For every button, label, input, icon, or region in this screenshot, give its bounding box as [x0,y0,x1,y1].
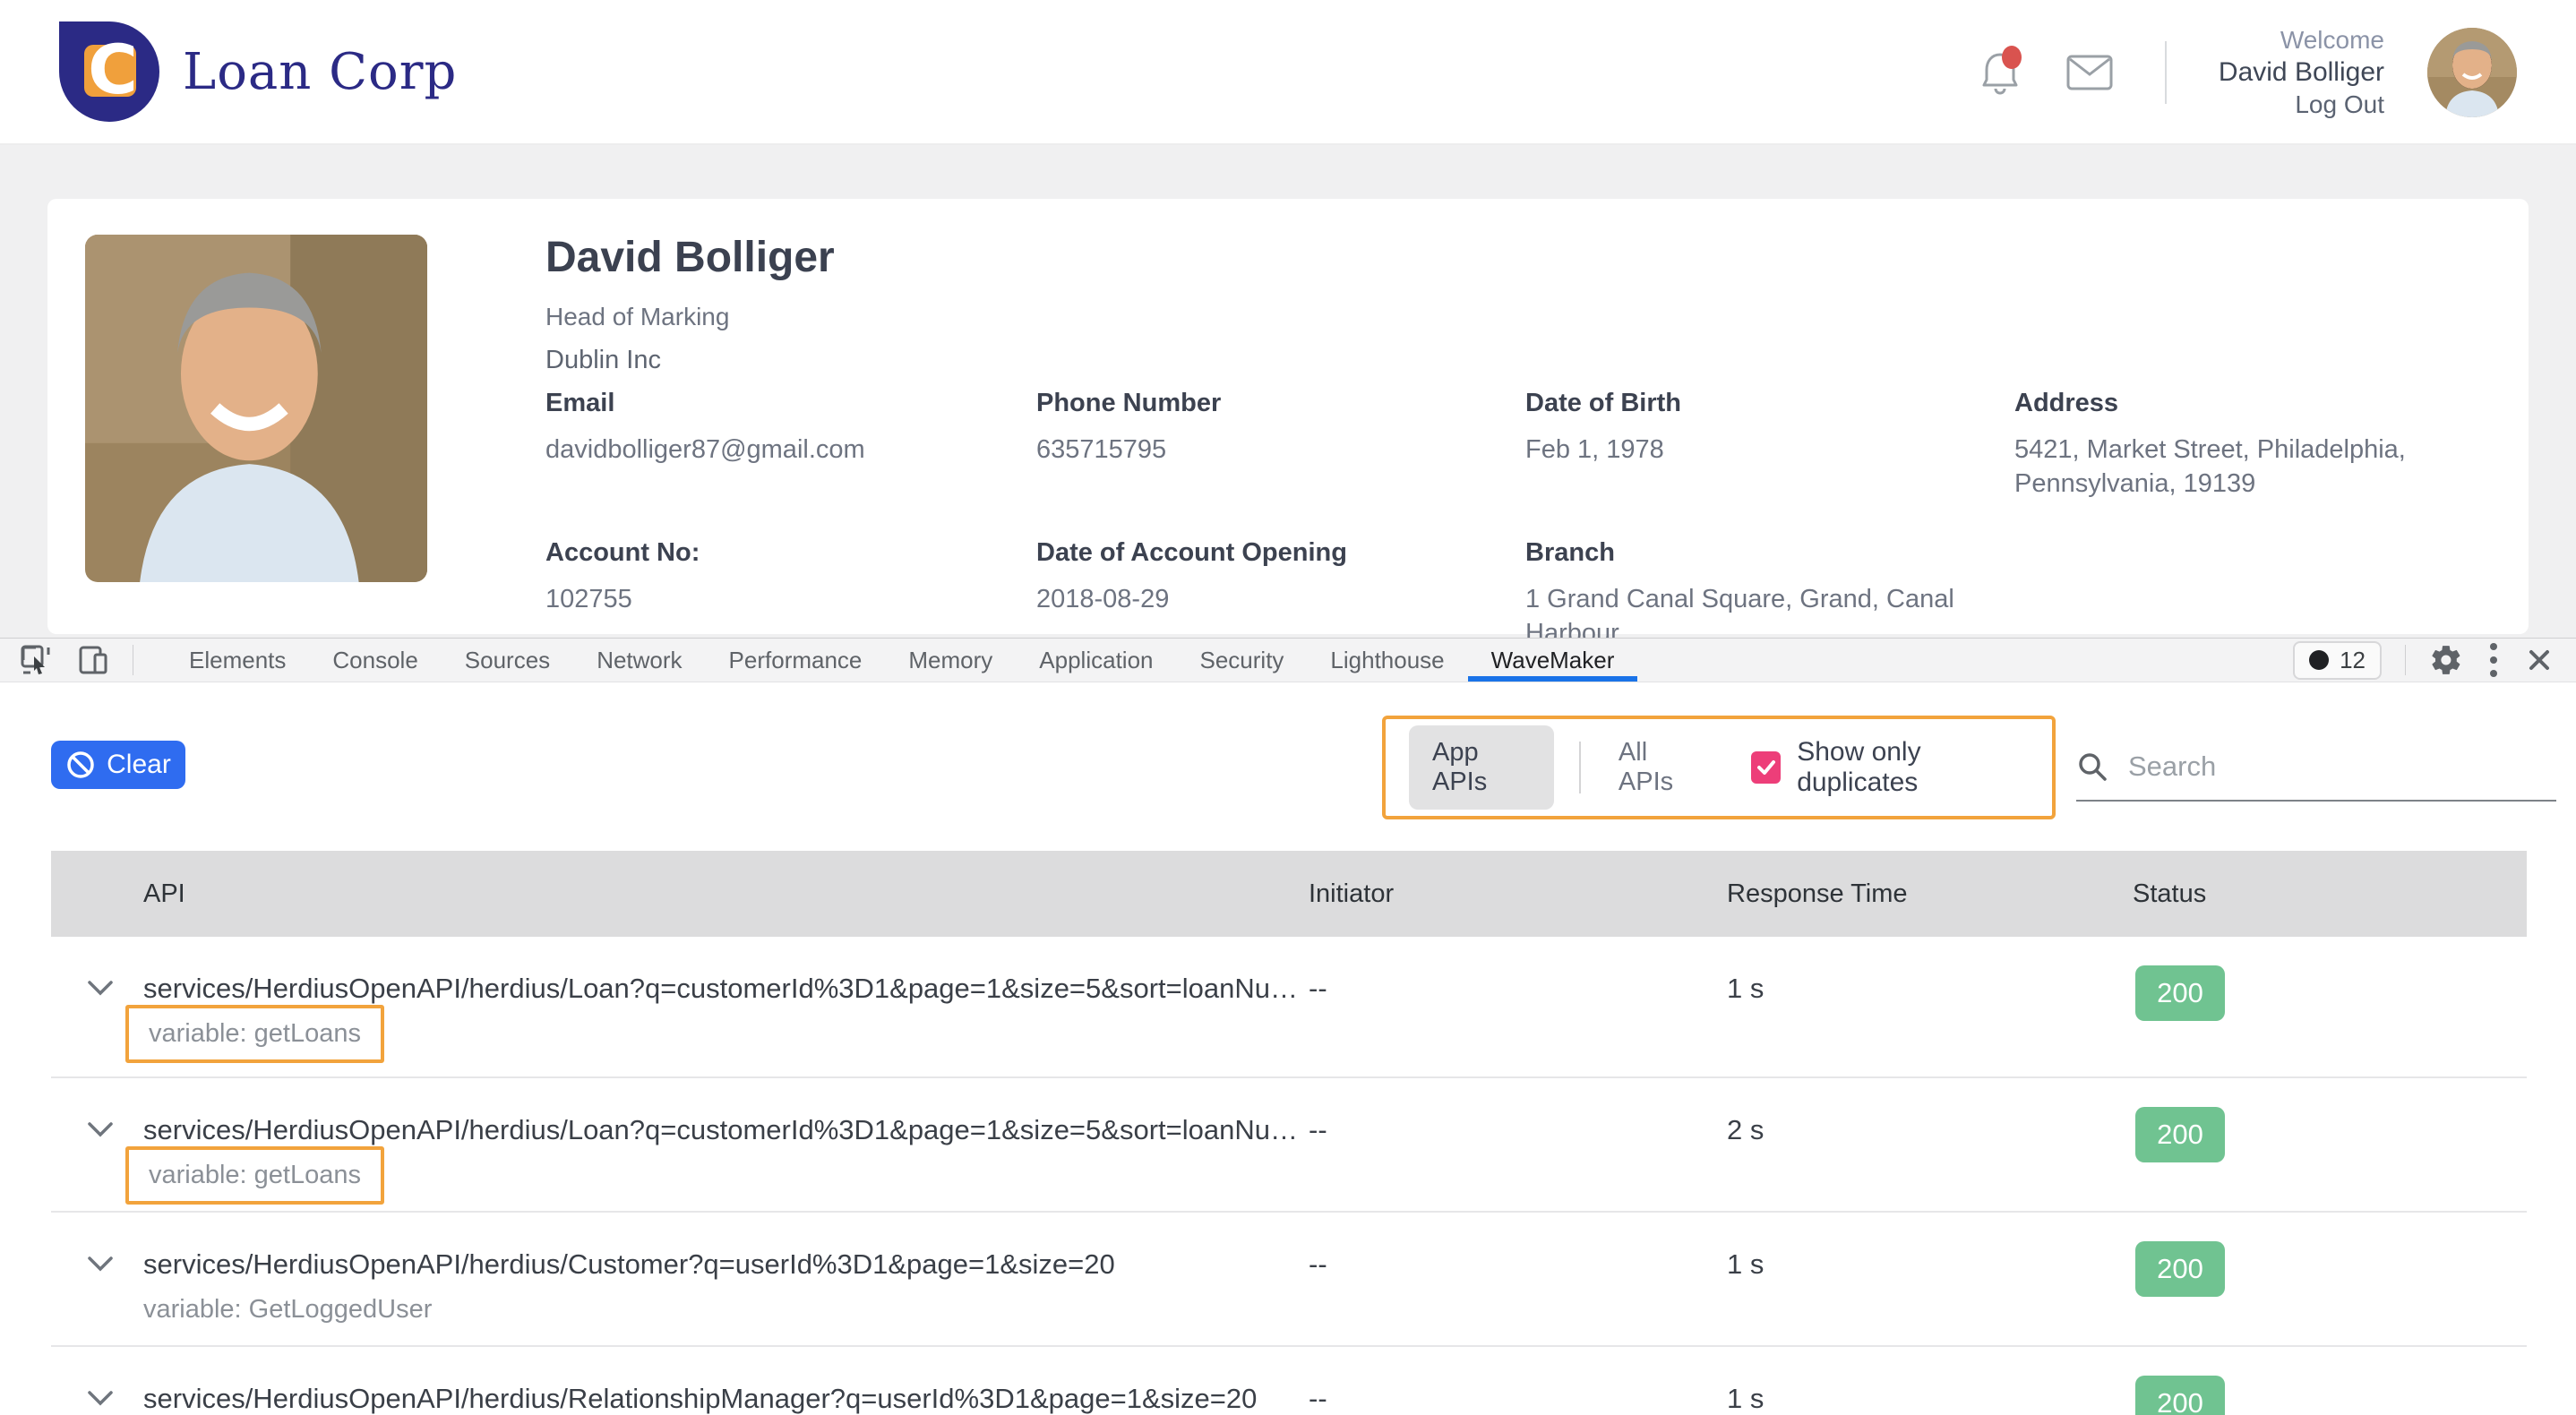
status-badge: 200 [2135,1376,2225,1415]
field-branch: Branch 1 Grand Canal Square, Grand, Cana… [1525,538,1954,647]
tab-memory[interactable]: Memory [908,646,993,673]
table-row: services/HerdiusOpenAPI/herdius/Relation… [51,1347,2527,1415]
initiator-value: -- [1309,1114,1327,1145]
search-field[interactable] [2076,733,2556,802]
api-url[interactable]: services/HerdiusOpenAPI/herdius/Loan?q=c… [143,1114,1298,1145]
tab-security[interactable]: Security [1199,646,1284,673]
settings-gear-icon[interactable] [2429,643,2463,677]
tab-application[interactable]: Application [1039,646,1154,673]
duplicates-checkbox-checked[interactable] [1751,751,1782,784]
col-initiator: Initiator [1309,879,1395,908]
logout-link[interactable]: Log Out [2295,90,2384,118]
search-input[interactable] [2128,750,2556,783]
top-header: C Loan Corp Welcome David Boll [0,0,2576,145]
duplicates-label: Show only duplicates [1797,737,1921,797]
status-badge: 200 [2135,1241,2225,1297]
initiator-value: -- [1309,1248,1327,1280]
initiator-value: -- [1309,1383,1327,1414]
field-phone: Phone Number 635715795 [1036,389,1222,464]
field-dob: Date of Birth Feb 1, 1978 [1525,389,1681,464]
col-response-time: Response Time [1727,879,1908,908]
field-opening-date: Date of Account Opening 2018-08-29 [1036,538,1347,613]
response-time-value: 1 s [1727,1248,1765,1280]
search-icon [2079,753,2107,781]
api-url[interactable]: services/HerdiusOpenAPI/herdius/Relation… [143,1383,1258,1414]
field-email: Email davidbolliger87@gmail.com [545,389,865,464]
notification-badge [2001,46,2022,69]
segment-app-apis[interactable]: App APIs [1409,725,1555,810]
variable-tag: variable: GetLoggedUser [143,1295,433,1324]
clear-button[interactable]: Clear [51,741,185,789]
api-url[interactable]: services/HerdiusOpenAPI/herdius/Customer… [143,1248,1115,1280]
tab-performance[interactable]: Performance [728,646,863,673]
tab-console[interactable]: Console [332,646,418,673]
status-badge: 200 [2135,1107,2225,1162]
status-badge: 200 [2135,965,2225,1021]
chevron-down-icon[interactable] [87,1390,114,1406]
table-row: services/HerdiusOpenAPI/herdius/Loan?q=c… [51,1078,2527,1213]
inspect-element-icon[interactable] [18,642,54,678]
profile-card: David Bolliger Head of Marking Dublin In… [47,199,2529,647]
response-time-value: 2 s [1727,1114,1765,1145]
device-toolbar-icon[interactable] [75,642,111,678]
response-time-value: 1 s [1727,973,1765,1004]
initiator-value: -- [1309,973,1327,1004]
profile-fields: Email davidbolliger87@gmail.com Phone Nu… [545,389,2498,650]
col-api: API [143,879,185,908]
profile-name: David Bolliger [545,234,835,281]
table-row: services/HerdiusOpenAPI/herdius/Customer… [51,1213,2527,1347]
profile-photo [85,235,427,582]
user-avatar[interactable] [2427,28,2517,117]
tab-wavemaker[interactable]: WaveMaker [1467,639,1638,682]
devtools-tabs: Elements Console Sources Network Perform… [166,639,1638,682]
profile-job-title: Head of Marking [545,303,730,330]
api-filter-highlight-box: App APIs All APIs Show only duplicates [1382,716,2056,819]
tab-lighthouse[interactable]: Lighthouse [1330,646,1445,673]
wavemaker-panel: Clear App APIs All APIs Show only duplic… [0,683,2576,1415]
brand-name: Loan Corp [183,42,458,101]
tab-sources[interactable]: Sources [464,646,551,673]
issues-dot-icon [2309,650,2330,670]
header-user-name: David Bolliger [2218,57,2384,87]
table-header: API Initiator Response Time Status [51,851,2527,937]
response-time-value: 1 s [1727,1383,1765,1414]
api-url[interactable]: services/HerdiusOpenAPI/herdius/Loan?q=c… [143,973,1298,1004]
field-address: Address 5421, Market Street, Philadelphi… [2014,389,2406,498]
field-account-no: Account No: 102755 [545,538,700,613]
variable-tag-highlighted: variable: getLoans [125,1005,384,1063]
show-duplicates-toggle[interactable]: Show only duplicates [1751,737,2029,798]
ban-icon [67,751,94,778]
loan-corp-logo-icon: C [59,21,159,122]
welcome-text: Welcome [2280,26,2384,54]
brand-logo[interactable]: C Loan Corp [59,21,457,122]
api-table: API Initiator Response Time Status servi… [51,851,2527,1415]
devtools-bar: Elements Console Sources Network Perform… [0,638,2576,682]
header-divider [2164,41,2167,104]
variable-tag-highlighted: variable: getLoans [125,1146,384,1205]
segment-all-apis[interactable]: All APIs [1618,738,1674,796]
issues-badge[interactable]: 12 [2293,640,2382,680]
welcome-block: Welcome David Bolliger Log Out [2219,24,2384,121]
chevron-down-icon[interactable] [87,1256,114,1272]
profile-company: Dublin Inc [545,346,661,374]
tab-elements[interactable]: Elements [189,646,287,673]
tab-network[interactable]: Network [597,646,683,673]
col-status: Status [2133,879,2207,908]
notification-bell-icon[interactable] [1977,46,2023,96]
more-options-icon[interactable] [2486,639,2501,681]
chevron-down-icon[interactable] [87,1121,114,1137]
header-right: Welcome David Bolliger Log Out [1977,0,2517,145]
table-row: services/HerdiusOpenAPI/herdius/Loan?q=c… [51,937,2527,1078]
mail-icon[interactable] [2066,49,2113,96]
chevron-down-icon[interactable] [87,980,114,996]
close-devtools-icon[interactable] [2524,645,2555,675]
